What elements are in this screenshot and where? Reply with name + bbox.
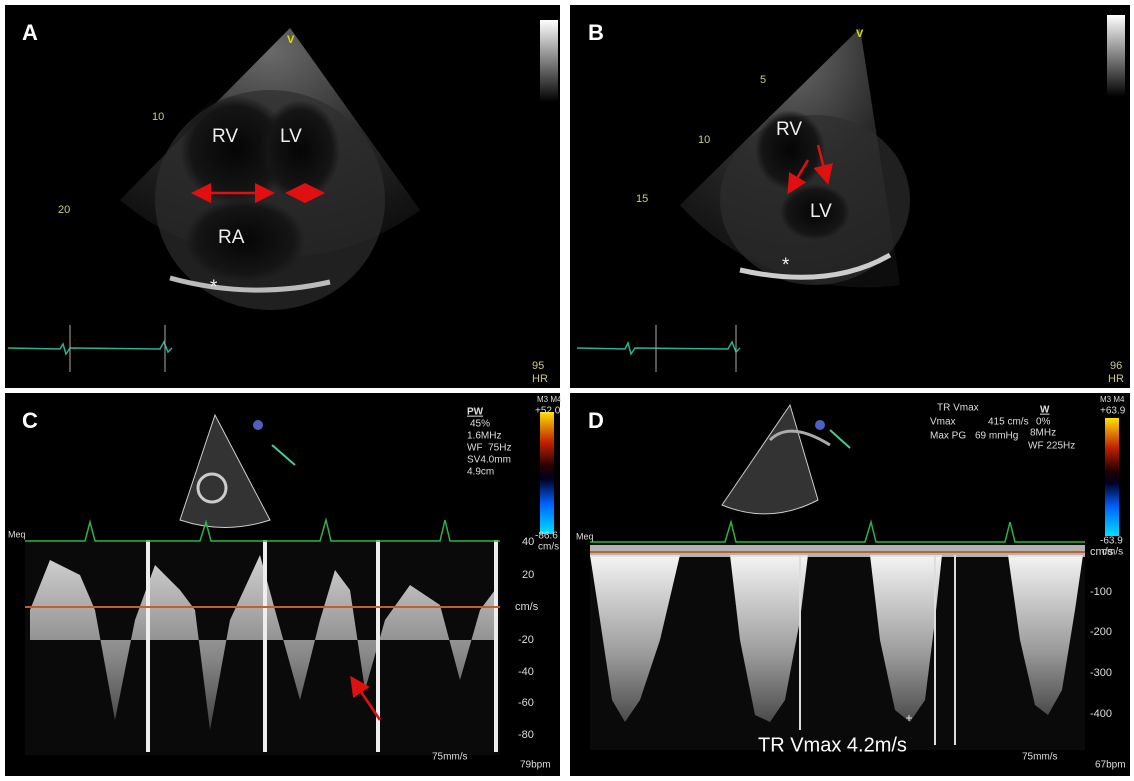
- scale-label: -100: [1090, 586, 1112, 598]
- gray-scale-bar: [1107, 15, 1125, 97]
- measurement-title: TR Vmax: [937, 403, 979, 414]
- measurement-name: Vmax: [930, 417, 956, 428]
- heart-rate: 96: [1110, 360, 1122, 372]
- panel-c: C PW 45% 1.6MHz WF 75Hz SV4.0mm 4.9cm M3…: [5, 393, 562, 776]
- scale-label: cm/s: [1090, 546, 1114, 558]
- ecg-label: Meq: [576, 531, 594, 541]
- arrow: [787, 159, 810, 195]
- chamber-label: LV: [280, 126, 302, 147]
- depth-label: 15: [636, 193, 648, 205]
- heart-rate-unit: HR: [532, 373, 548, 385]
- scale-label: -20: [518, 634, 534, 646]
- asterisk: *: [210, 277, 218, 298]
- heart-rate-unit: HR: [1108, 373, 1124, 385]
- doppler-artifacts: [799, 555, 956, 745]
- sample-gate: [829, 429, 851, 449]
- panel-letter: A: [22, 20, 38, 45]
- color-bar: [1105, 418, 1119, 536]
- depth-label: 20: [58, 204, 70, 216]
- panel-b: B V 5 10 15 RV LV * 96 HR: [570, 5, 1130, 388]
- mode-label: W: [1040, 405, 1050, 416]
- chamber-label: RV: [212, 126, 238, 147]
- color-max: +52.0: [535, 406, 561, 417]
- setting: 4.9cm: [467, 467, 494, 478]
- scale-label: -200: [1090, 626, 1112, 638]
- depth-label: 5: [760, 74, 766, 86]
- marker-label: V: [287, 34, 295, 46]
- scale-label: 20: [522, 569, 534, 581]
- depth-label: 10: [152, 111, 164, 123]
- ecg-trace: [25, 517, 500, 542]
- scale-label: -400: [1090, 708, 1112, 720]
- annotation: TR Vmax 4.2m/s: [758, 734, 907, 756]
- asterisk: *: [782, 255, 790, 276]
- setting: 1.6MHz: [467, 431, 501, 442]
- doppler-envelope: [870, 555, 942, 722]
- heart-rate: 95: [532, 360, 544, 372]
- mode-tag: M3 M4: [537, 395, 562, 404]
- panel-letter: C: [22, 408, 38, 433]
- setting: WF 75Hz: [467, 443, 511, 454]
- chamber-label: LV: [810, 201, 832, 222]
- measurement-name: Max PG: [930, 431, 966, 442]
- color-min: -86.6: [535, 531, 558, 542]
- color-min: -63.9: [1100, 536, 1123, 547]
- ecg-trace: [576, 340, 741, 356]
- sweep-speed: 75mm/s: [1022, 752, 1058, 763]
- lv-cavity: [260, 100, 340, 200]
- ecg-label: Meq: [8, 529, 26, 539]
- ra-cavity: [185, 198, 305, 282]
- sample-gate: [271, 444, 296, 466]
- heart-view: [768, 429, 831, 447]
- heart-rate: 67bpm: [1095, 760, 1126, 771]
- measurement-value: 415 cm/s: [988, 417, 1029, 428]
- scale-label: -60: [518, 697, 534, 709]
- setting: 0%: [1036, 417, 1051, 428]
- arrow: [350, 675, 382, 721]
- orientation-icon: [815, 420, 825, 430]
- panel-d: D TR Vmax Vmax 415 cm/s 0% Max PG 69 mmH…: [570, 393, 1130, 776]
- pericardium: [169, 275, 331, 293]
- marker-label: V: [856, 28, 864, 40]
- depth-label: 10: [698, 134, 710, 146]
- color-bar: [540, 412, 554, 534]
- gray-scale-bar: [540, 20, 558, 102]
- setting: SV4.0mm: [467, 455, 511, 466]
- setting: 8MHz: [1030, 428, 1056, 439]
- rv-cavity: [180, 95, 290, 205]
- scale-label: -40: [518, 666, 534, 678]
- rv-cavity: [755, 110, 825, 190]
- color-unit: cm/s: [1102, 547, 1123, 558]
- scale-label: cm/s: [515, 601, 539, 613]
- sweep-speed: 75mm/s: [432, 752, 468, 763]
- scale-label: 40: [522, 536, 534, 548]
- orientation-icon: [253, 420, 263, 430]
- lv-cavity: [780, 184, 850, 240]
- doppler-envelope: [1008, 555, 1083, 715]
- setting: WF 225Hz: [1028, 441, 1075, 452]
- pericardium: [739, 252, 892, 280]
- setting: 45%: [470, 419, 490, 430]
- cursor-marker: [906, 715, 912, 721]
- ecg-trace: [590, 519, 1085, 543]
- panel-a: A V 10 20 RV LV RA * 95 HR: [5, 5, 560, 388]
- mode-label: PW: [467, 407, 484, 418]
- panel-letter: D: [588, 408, 604, 433]
- chamber-label: RV: [776, 119, 802, 140]
- panel-letter: B: [588, 20, 604, 45]
- measurement-value: 69 mmHg: [975, 431, 1018, 442]
- aortic-valve-view: [196, 472, 228, 504]
- doppler-envelope: [590, 555, 680, 722]
- color-max: +63.9: [1100, 406, 1126, 417]
- scale-label: -300: [1090, 667, 1112, 679]
- arrow: [813, 144, 833, 185]
- chamber-label: RA: [218, 227, 245, 248]
- mode-tag: M3 M4: [1100, 395, 1125, 404]
- color-unit: cm/s: [538, 542, 559, 553]
- doppler-envelope: [730, 555, 808, 722]
- scale-label: -80: [518, 729, 534, 741]
- heart-rate: 79bpm: [520, 760, 551, 771]
